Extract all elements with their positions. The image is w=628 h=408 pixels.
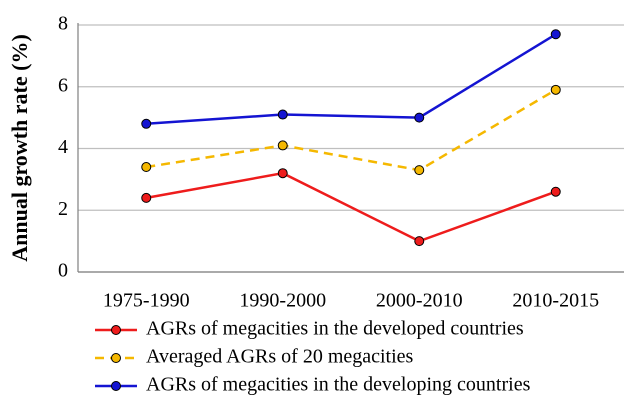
- data-point: [414, 236, 425, 247]
- data-point: [414, 165, 425, 176]
- data-point: [277, 168, 288, 179]
- y-tick-label: 0: [58, 260, 68, 282]
- x-tick-label: 1975-1990: [103, 290, 190, 312]
- data-point: [550, 29, 561, 40]
- series-line: [146, 33, 557, 126]
- data-point: [550, 186, 561, 197]
- legend-label: AGRs of megacities in the developing cou…: [146, 374, 531, 396]
- y-tick-label: 6: [58, 74, 68, 96]
- data-point: [141, 118, 152, 129]
- x-tick-label: 2010-2015: [512, 290, 599, 312]
- data-point: [141, 162, 152, 173]
- data-point: [277, 140, 288, 151]
- y-axis-label: Annual growth rate (%): [7, 34, 32, 262]
- data-point: [277, 109, 288, 120]
- data-point: [141, 192, 152, 203]
- legend-label: Averaged AGRs of 20 megacities: [146, 346, 414, 368]
- series-line: [146, 88, 557, 172]
- data-point: [550, 84, 561, 95]
- legend-marker: [111, 353, 121, 363]
- series-line: [146, 171, 557, 243]
- y-tick-label: 8: [58, 13, 68, 35]
- data-point: [414, 112, 425, 123]
- y-tick-label: 4: [58, 136, 68, 158]
- x-tick-label: 1990-2000: [239, 290, 326, 312]
- legend-label: AGRs of megacities in the developed coun…: [146, 318, 524, 340]
- legend-marker: [111, 325, 121, 335]
- x-tick-label: 2000-2010: [376, 290, 463, 312]
- legend-marker: [111, 381, 121, 391]
- y-tick-label: 2: [58, 198, 68, 220]
